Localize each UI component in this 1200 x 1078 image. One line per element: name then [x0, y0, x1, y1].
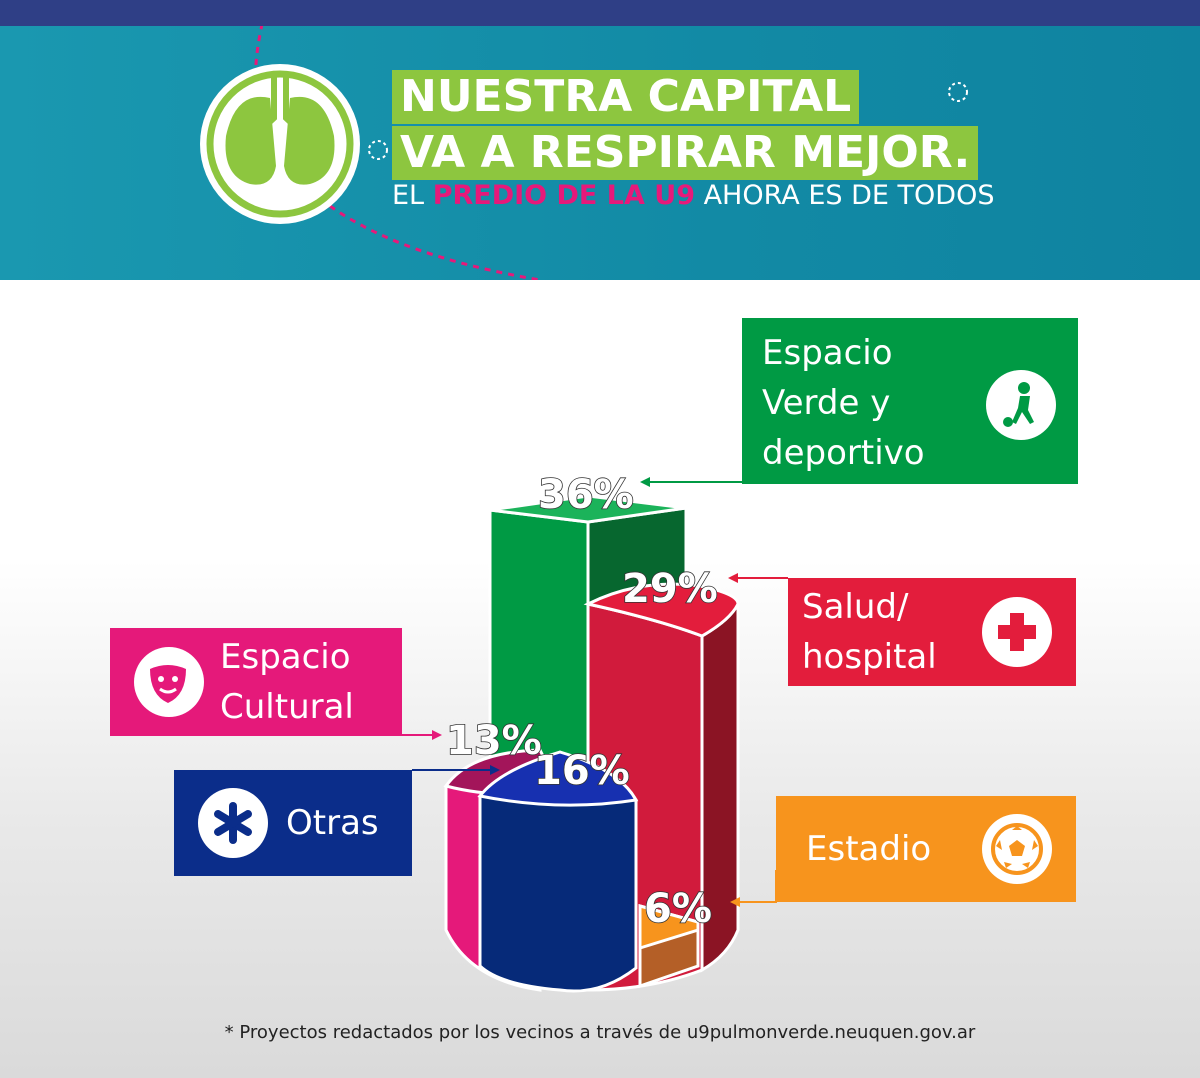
soccer-ball-icon [982, 814, 1052, 884]
legend-estadio-line1: Estadio [806, 829, 932, 869]
soccer-player-icon [986, 370, 1056, 440]
arrowhead-estadio [730, 897, 740, 907]
theater-mask-icon [134, 647, 204, 717]
legend-estadio-text: Estadio [806, 824, 931, 874]
arrowhead-verde [640, 477, 650, 487]
arrow-cultural [399, 700, 434, 736]
asterisk-icon [198, 788, 268, 858]
legend-salud-line2: hospital [802, 637, 937, 677]
legend-cultural-line1: Espacio [220, 637, 351, 677]
legend-cultural-line2: Cultural [220, 687, 354, 727]
bird-icon-2 [948, 82, 968, 102]
bar-salud-top [583, 582, 740, 638]
legend-estadio: Estadio [776, 796, 1076, 902]
bar-verde-top [489, 494, 687, 524]
data-label-otras: 16% [534, 748, 630, 794]
legend-otras-line1: Otras [286, 803, 379, 843]
lungs-icon [225, 72, 335, 185]
data-label-verde: 36% [538, 472, 634, 518]
arrow-estadio [738, 870, 777, 903]
arrowhead-otras [490, 765, 500, 775]
subtitle-post: AHORA ES DE TODOS [695, 180, 995, 211]
bar-otras-front [478, 777, 638, 993]
data-label-estadio: 6% [644, 886, 712, 932]
arrowhead-salud [728, 573, 738, 583]
subtitle-pre: EL [392, 180, 433, 211]
bar-estadio-top [638, 904, 700, 951]
data-label-salud: 29% [622, 566, 718, 612]
legend-salud-line1: Salud/ [802, 587, 909, 627]
header-decoration [200, 26, 968, 280]
header-banner: NUESTRA CAPITAL VA A RESPIRAR MEJOR. EL … [0, 26, 1200, 280]
subtitle-highlight: PREDIO DE LA U9 [432, 180, 695, 211]
header-subtitle: EL PREDIO DE LA U9 AHORA ES DE TODOS [392, 180, 994, 211]
legend-salud: Salud/ hospital [788, 578, 1076, 686]
header-title-line1: NUESTRA CAPITAL [392, 70, 860, 124]
legend-cultural-text: Espacio Cultural [220, 632, 354, 732]
bird-icon [368, 140, 388, 160]
legend-otras: Otras [174, 770, 412, 876]
legend-cultural: Espacio Cultural [110, 628, 402, 736]
legend-verde: Espacio Verde y deportivo [742, 318, 1078, 484]
legend-verde-text: Espacio Verde y deportivo [762, 328, 925, 478]
legend-salud-text: Salud/ hospital [802, 582, 937, 682]
legend-verde-line1: Espacio [762, 333, 893, 373]
data-label-cultural: 13% [446, 718, 542, 764]
footer-note: * Proyectos redactados por los vecinos a… [224, 1022, 976, 1043]
bar-otras-top [477, 750, 639, 807]
legend-verde-line3: deportivo [762, 433, 925, 473]
medical-cross-icon [982, 597, 1052, 667]
logo-ring [206, 70, 354, 218]
logo-outer-circle [200, 64, 360, 224]
header-title-line2: VA A RESPIRAR MEJOR. [392, 126, 979, 180]
arrowhead-cultural [432, 730, 442, 740]
dotted-path-bottom [329, 204, 541, 280]
legend-otras-text: Otras [286, 798, 379, 848]
top-bar [0, 0, 1200, 26]
legend-verde-line2: Verde y [762, 383, 891, 423]
